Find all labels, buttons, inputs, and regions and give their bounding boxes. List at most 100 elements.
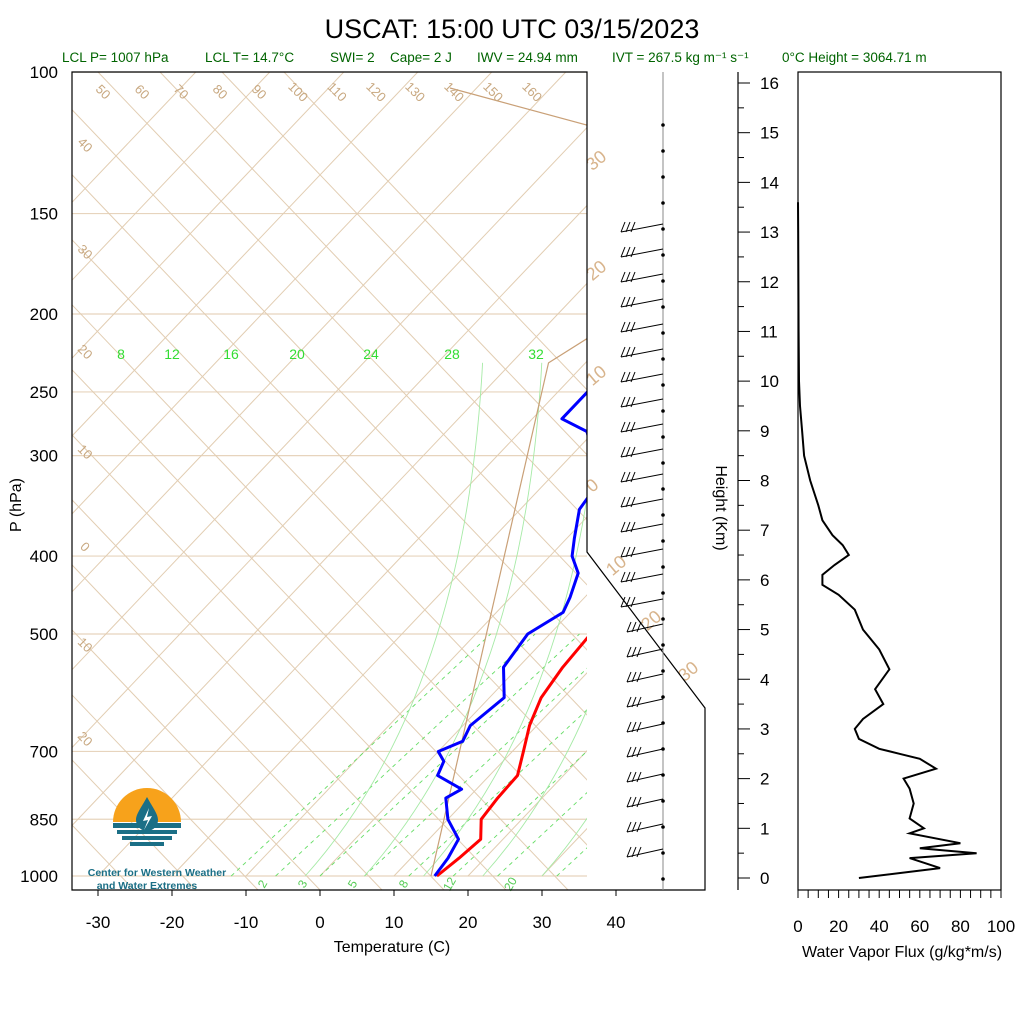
wind-barb-flag	[625, 371, 631, 383]
wind-barb	[620, 523, 664, 533]
isotherm-label-right: 30	[582, 146, 610, 174]
isotherm-line	[72, 72, 493, 515]
barb-station-dot	[661, 149, 665, 153]
mixing-ratio-label: 16	[223, 346, 239, 362]
wind-barb-flag	[625, 246, 631, 258]
barb-station-dot	[661, 591, 665, 595]
x-tick-label: -20	[160, 913, 185, 932]
wind-barb-flag	[626, 821, 632, 833]
y-tick-label: 850	[30, 810, 58, 829]
barb-station-dot	[661, 383, 665, 387]
wind-barb-flag	[625, 321, 631, 333]
isotherm-line	[72, 126, 587, 671]
barb-station-dot	[661, 695, 665, 699]
wind-barb-flag	[636, 621, 642, 633]
subtitle-ivt: IVT = 267.5 kg m⁻¹ s⁻¹	[612, 50, 749, 65]
mixing-ratio-label: 24	[363, 346, 379, 362]
wind-barb	[620, 373, 664, 383]
wind-barb-flag	[630, 371, 636, 383]
adiabat-line	[72, 499, 445, 890]
background-grid	[72, 72, 1024, 890]
subtitle-lcl-t: LCL T= 14.7°C	[205, 50, 294, 65]
height-tick-label: 0	[760, 869, 769, 888]
moist-adiabat-line	[364, 362, 543, 877]
wind-barb-flag	[625, 571, 631, 583]
x-tick-label: 40	[607, 913, 626, 932]
height-tick-label: 5	[760, 621, 769, 640]
adiabat-line	[97, 72, 587, 586]
height-tick-label: 2	[760, 770, 769, 789]
wind-barb-flag	[636, 671, 642, 683]
x-axis-label: Temperature (C)	[334, 939, 450, 956]
flux-x-tick-label: 60	[910, 917, 929, 936]
isotherm-line	[393, 672, 587, 877]
moist-adiabat-line	[601, 363, 778, 876]
wind-barb-flag	[625, 496, 631, 508]
wind-barb	[620, 548, 664, 558]
wind-barb	[620, 298, 664, 308]
wind-barb-flag	[626, 796, 632, 808]
mixing-ratio-line	[408, 709, 587, 877]
wind-barb-flag	[625, 596, 631, 608]
isotherm-line	[541, 827, 587, 877]
wind-barb-flag	[626, 746, 632, 758]
subtitle-iwv: IWV = 24.94 mm	[477, 50, 578, 65]
wind-barb	[620, 473, 664, 483]
isotherm-line	[764, 72, 1024, 876]
barb-station-dot	[661, 175, 665, 179]
logo-line-2: and Water Extremes	[97, 880, 198, 892]
mixing-ratio-line	[319, 633, 580, 877]
isotherm-label-right: 10	[602, 551, 630, 579]
isotherm-label-top: 90	[249, 81, 270, 102]
wind-barb-flag	[620, 246, 626, 258]
height-tick-label: 6	[760, 571, 769, 590]
mixing-ratio-line	[497, 792, 587, 877]
barb-station-dot	[661, 773, 665, 777]
wind-barb-flag	[626, 721, 632, 733]
barb-station-dot	[661, 851, 665, 855]
height-tick-label: 7	[760, 521, 769, 540]
wind-barb-flag	[630, 246, 636, 258]
y-tick-label: 250	[30, 383, 58, 402]
wind-barb	[620, 348, 664, 358]
wind-barb-flag	[636, 646, 642, 658]
subtitle-lcl-p: LCL P= 1007 hPa	[62, 50, 169, 65]
isotherm-line	[245, 516, 587, 877]
barb-station-dot	[661, 565, 665, 569]
isotherm-line	[97, 360, 587, 877]
mixing-ratio-label: 8	[117, 346, 125, 362]
mixing-ratio-line	[230, 633, 492, 877]
parcel-path	[430, 87, 587, 877]
wind-barb-flag	[620, 571, 626, 583]
isotherm-label-top: 100	[285, 79, 311, 105]
isotherm-label-top: 80	[210, 81, 231, 102]
wind-barb-flag	[631, 671, 637, 683]
wind-barb-flag	[630, 471, 636, 483]
barb-station-dot	[661, 123, 665, 127]
flux-frame	[797, 71, 1002, 891]
adiabat-line	[72, 694, 259, 890]
wind-barb-flag	[620, 396, 626, 408]
adiabat-line	[283, 72, 587, 391]
profile-lines	[433, 390, 587, 878]
mixing-ratio-labels: 8 12 16 20 24 28 322 3 5 8 12 20	[117, 346, 544, 893]
wind-barb	[620, 498, 664, 508]
wind-barbs	[620, 72, 665, 890]
barb-station-dot	[661, 877, 665, 881]
wind-barb-flag	[626, 771, 632, 783]
height-tick-label: 3	[760, 720, 769, 739]
y-tick-label: 700	[30, 742, 58, 761]
wind-barb-flag	[625, 446, 631, 458]
wind-barb-flag	[625, 396, 631, 408]
wind-barb-flag	[625, 421, 631, 433]
wind-barb-flag	[630, 596, 636, 608]
subtitle-cape: Cape= 2 J	[390, 50, 452, 65]
wind-barb-flag	[630, 521, 636, 533]
wind-barb-flag	[626, 696, 632, 708]
flux-x-tick-label: 80	[951, 917, 970, 936]
wind-barb-flag	[626, 646, 632, 658]
mixing-ratio-label: 32	[528, 346, 544, 362]
wind-barb-flag	[636, 771, 642, 783]
moist-adiabat-line	[541, 817, 587, 877]
isotherm-label-top: 150	[480, 79, 506, 105]
